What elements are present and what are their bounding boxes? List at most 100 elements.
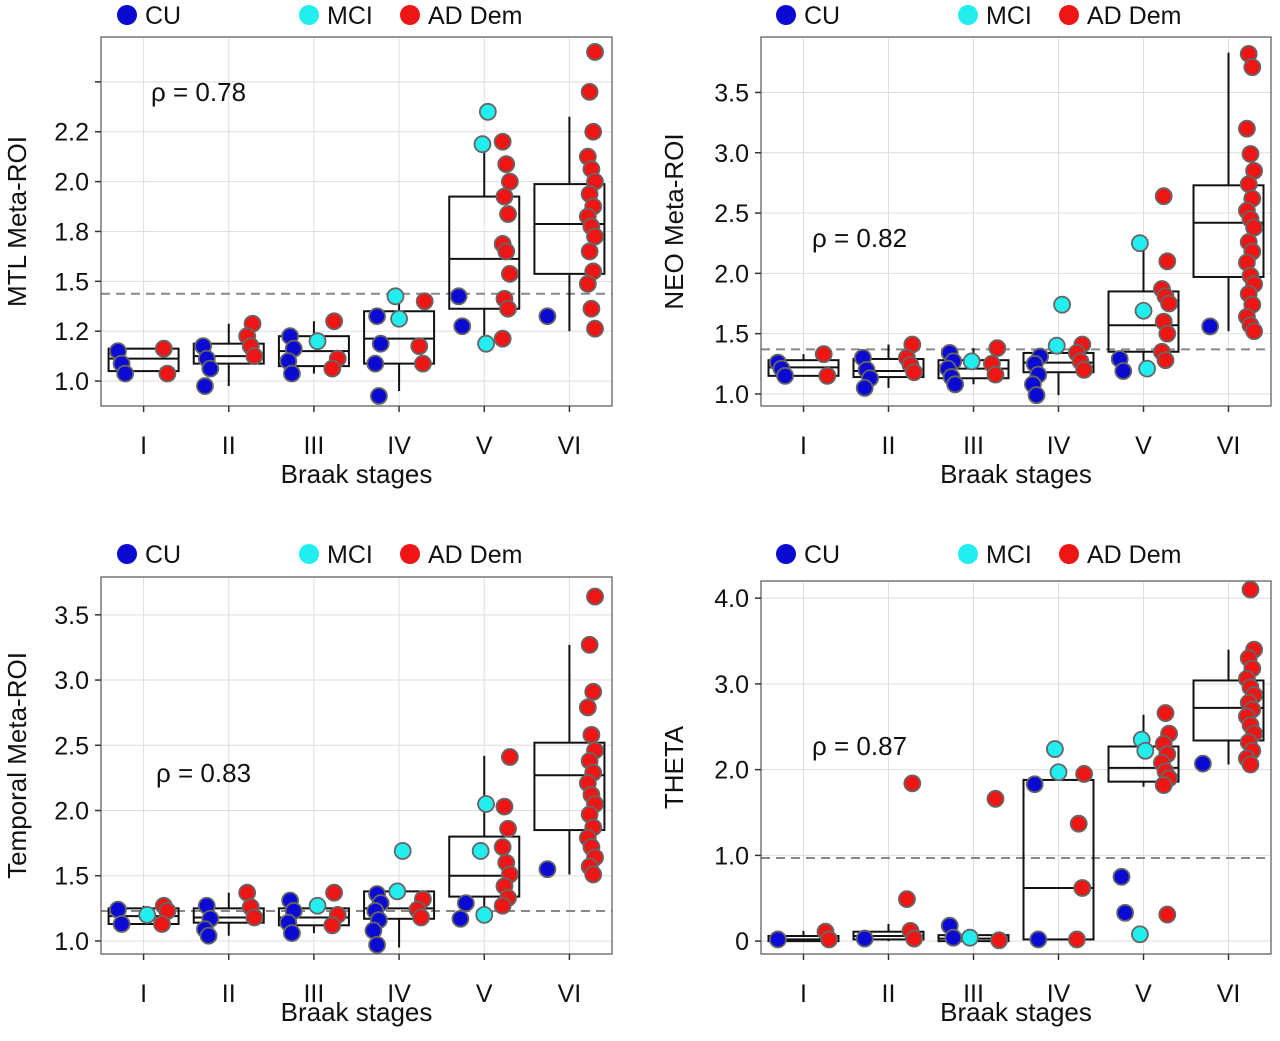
y-tick-label: 1.2 [54,318,89,346]
data-point [366,354,385,373]
data-point [905,363,923,382]
box-iqr [192,907,265,924]
legend-label: CU [145,541,181,569]
data-point [814,345,833,364]
data-point [308,896,327,915]
legend-marker-mci [958,5,978,25]
data-point [586,43,604,61]
data-point [1158,324,1177,343]
data-point [495,187,514,206]
box-iqr [1107,290,1180,353]
data-point [776,366,794,385]
box-iqr [533,183,606,275]
data-point [586,227,604,246]
data-point [1158,905,1177,924]
y-tick-label: 1.5 [54,863,89,891]
data-point [903,774,922,793]
y-axis-title: NEO Meta-ROI [659,133,689,309]
data-point [855,929,874,948]
data-point [1156,351,1175,370]
y-tick-label: 3.0 [714,140,749,168]
legend-marker-cu [117,5,137,25]
data-point [1046,740,1064,758]
data-point [1112,867,1131,886]
data-point [584,682,603,701]
data-point [1075,360,1093,379]
data-point [580,82,599,101]
data-point [582,299,601,318]
y-axis-title: THETA [659,725,689,809]
y-tick-label: 1.5 [714,321,749,349]
data-point [962,352,981,371]
data-point [323,916,342,935]
data-point [153,915,171,933]
x-tick-label: III [963,432,984,460]
data-point [1029,930,1048,949]
data-point [116,364,135,383]
y-tick-label: 2.0 [54,798,89,826]
legend-marker-cu [776,544,796,564]
data-point [493,896,512,915]
data-point [1068,930,1086,949]
data-point [497,242,516,261]
data-point [368,935,386,954]
data-point [1241,145,1260,163]
x-tick-label: II [222,432,236,460]
data-point [582,725,601,744]
data-point [580,242,599,261]
data-point [493,132,512,151]
legend-marker-ad-dem [1059,5,1079,25]
data-point [1154,776,1173,794]
data-point [325,883,344,902]
x-tick-label: I [140,980,147,1008]
data-point [245,347,264,366]
data-point [986,365,1005,384]
data-point [413,354,432,373]
x-tick-label: IV [1047,980,1071,1008]
y-tick-label: 1.8 [54,218,89,246]
correlation-label: ρ = 0.78 [151,77,246,107]
data-point [499,299,517,318]
data-point [1194,754,1212,773]
data-point [1241,580,1260,599]
x-tick-label: IV [1047,432,1071,460]
data-point [493,838,512,856]
data-point [369,387,388,405]
data-point [1136,741,1155,760]
plot-frame [760,580,1272,955]
data-point [1243,58,1262,77]
data-point [1116,903,1134,922]
data-point [323,359,342,378]
x-axis-title: Braak stages [281,997,433,1027]
data-point [475,905,494,924]
data-point [1075,765,1093,783]
data-point [393,842,412,860]
data-point [961,928,979,947]
y-tick-label: 2.2 [54,119,89,147]
data-point [500,172,519,191]
data-point [415,292,434,311]
data-point [451,909,470,928]
data-point [1047,336,1066,355]
y-tick-label: 3.5 [54,602,89,630]
x-axis-title: Braak stages [940,459,1092,489]
box-iqr [852,357,925,379]
data-point [473,135,492,154]
data-point [112,915,131,933]
data-point [1027,386,1046,405]
x-tick-label: VI [1217,432,1241,460]
legend-label: CU [804,541,840,569]
legend-marker-ad-dem [1059,544,1079,564]
data-point [1025,775,1044,794]
legend-label: CU [145,2,181,30]
data-point [478,102,497,121]
data-point [986,789,1005,808]
x-axis-title: Braak stages [940,997,1092,1027]
data-point [586,587,604,606]
x-axis-title: Braak stages [281,459,433,489]
legend-label: MCI [986,2,1032,30]
y-tick-label: 1.0 [714,381,749,409]
x-tick-label: VI [558,980,582,1008]
